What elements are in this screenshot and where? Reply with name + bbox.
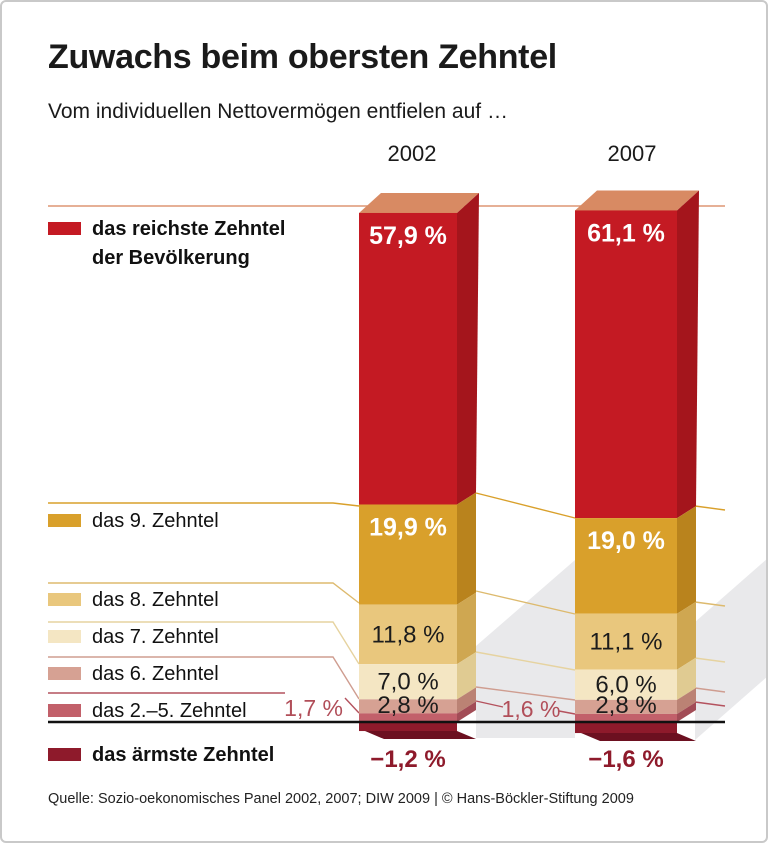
- bar-2007-top-face: [575, 190, 699, 211]
- legend-item-4: das 6. Zehntel: [48, 660, 219, 689]
- bar-2002-seg-5-front: [359, 713, 457, 722]
- legend-item-5: das 2.–5. Zehntel: [48, 697, 247, 726]
- connector-line-5: [475, 590, 576, 615]
- bar-2007-seg-6-skirt: [581, 733, 696, 742]
- legend-label: das ärmste Zehntel: [92, 741, 274, 770]
- bar-2002-seg-6-front: [359, 722, 457, 732]
- connector-line-17: [694, 701, 726, 707]
- bar-2002-seg-2-front: [359, 604, 457, 665]
- legend-item-0: das reichste Zehntel der Bevölkerung: [48, 215, 285, 273]
- bar-2007-seg-3-front: [575, 669, 677, 700]
- legend-label: das 6. Zehntel: [92, 660, 219, 689]
- bar-2002-seg-2-side: [457, 592, 476, 665]
- bar-2007-seg-2-front: [575, 613, 677, 670]
- shadow-band-right: [695, 558, 768, 740]
- connector-line-2: [475, 492, 576, 519]
- legend-label: das 9. Zehntel: [92, 507, 219, 536]
- connector-line-6: [694, 601, 726, 607]
- legend-label-line: das 2.–5. Zehntel: [92, 700, 247, 722]
- connector-line-7: [48, 621, 360, 665]
- legend-item-3: das 7. Zehntel: [48, 623, 219, 652]
- legend-label-line: das reichste Zehntel: [92, 218, 286, 240]
- bar-2002-seg-4-front: [359, 699, 457, 714]
- legend-label: das reichste Zehntel der Bevölkerung: [92, 215, 285, 273]
- value-label-2007-series-5: 1,6 %: [502, 696, 561, 722]
- legend-label-line: das 7. Zehntel: [92, 626, 219, 648]
- legend-label-line: der Bevölkerung: [92, 247, 250, 269]
- legend-label: das 7. Zehntel: [92, 623, 219, 652]
- legend-label: das 8. Zehntel: [92, 586, 219, 615]
- value-label-2002-series-6: −1,2 %: [370, 746, 445, 773]
- bar-2007-seg-0-side: [677, 190, 699, 519]
- value-label-2007-series-0: 61,1 %: [587, 219, 665, 247]
- bar-2002-seg-1-front: [359, 504, 457, 605]
- bar-2007-seg-5-front: [575, 713, 677, 722]
- connector-line-10: [48, 656, 360, 700]
- connector-line-9: [694, 657, 726, 663]
- legend-label-line: das 8. Zehntel: [92, 589, 219, 611]
- bar-2007-seg-1-front: [575, 518, 677, 614]
- legend-item-1: das 9. Zehntel: [48, 507, 219, 536]
- legend-item-6: das ärmste Zehntel: [48, 741, 274, 770]
- connector-line-16: [558, 710, 576, 715]
- value-label-2007-series-2: 11,1 %: [590, 629, 663, 656]
- value-label-2007-series-4: 2,8 %: [595, 692, 656, 719]
- shadow-band-left: [476, 560, 575, 738]
- legend-swatch: [48, 748, 81, 761]
- legend-swatch: [48, 667, 81, 680]
- source-line: Quelle: Sozio-oekonomisches Panel 2002, …: [48, 791, 634, 807]
- page-title: Zuwachs beim obersten Zehntel: [48, 38, 557, 76]
- bar-2007-seg-5-side: [677, 701, 696, 722]
- column-header-2002: 2002: [387, 141, 437, 166]
- legend-swatch: [48, 704, 81, 717]
- bar-2002-seg-3-side: [457, 652, 476, 700]
- value-label-2007-series-1: 19,0 %: [587, 527, 665, 555]
- bar-2002-seg-6-skirt: [365, 731, 476, 740]
- bar-2002-top-face: [359, 192, 479, 213]
- legend-swatch: [48, 222, 81, 235]
- connector-line-8: [475, 651, 576, 671]
- legend-swatch: [48, 630, 81, 643]
- legend-item-2: das 8. Zehntel: [48, 586, 219, 615]
- bar-2007-seg-1-side: [677, 506, 696, 614]
- connector-line-4: [48, 582, 360, 604]
- connector-line-1: [48, 502, 360, 507]
- legend-label-line: das 9. Zehntel: [92, 510, 219, 532]
- value-label-2002-series-0: 57,9 %: [369, 222, 447, 250]
- legend-label: das 2.–5. Zehntel: [92, 697, 247, 726]
- bar-2002-seg-1-side: [457, 492, 476, 605]
- connector-line-12: [694, 687, 726, 693]
- connector-line-15: [475, 700, 504, 708]
- value-label-2002-series-1: 19,9 %: [369, 513, 447, 541]
- bar-2007-seg-3-side: [677, 657, 696, 700]
- column-header-2007: 2007: [607, 141, 657, 166]
- bar-2007-seg-0-front: [575, 210, 677, 519]
- bar-2007-seg-6-front: [575, 722, 677, 734]
- bar-2007-seg-4-side: [677, 687, 696, 714]
- legend-swatch: [48, 593, 81, 606]
- bar-2002-seg-4-side: [457, 687, 476, 714]
- value-label-2007-series-3: 6,0 %: [595, 672, 656, 699]
- bar-2002-seg-0-side: [457, 192, 479, 505]
- bar-2002-seg-5-side: [457, 701, 476, 722]
- chart-subtitle: Vom individuellen Nettovermögen entfiele…: [48, 100, 508, 123]
- legend-label-line: das ärmste Zehntel: [92, 744, 275, 766]
- value-label-2002-series-3: 7,0 %: [377, 669, 438, 696]
- bar-2007-seg-2-side: [677, 601, 696, 670]
- value-label-2007-series-6: −1,6 %: [588, 746, 663, 773]
- legend-label-line: das 6. Zehntel: [92, 663, 219, 685]
- value-label-2002-series-2: 11,8 %: [372, 621, 445, 648]
- connector-line-11: [475, 686, 576, 701]
- bar-2002-seg-3-front: [359, 664, 457, 700]
- connector-line-3: [694, 505, 726, 511]
- legend-swatch: [48, 514, 81, 527]
- value-label-2002-series-5: 1,7 %: [284, 695, 343, 721]
- bar-2007-seg-4-front: [575, 699, 677, 714]
- bar-2002-seg-0-front: [359, 212, 457, 505]
- value-label-2002-series-4: 2,8 %: [377, 692, 438, 719]
- connector-line-14: [344, 697, 360, 714]
